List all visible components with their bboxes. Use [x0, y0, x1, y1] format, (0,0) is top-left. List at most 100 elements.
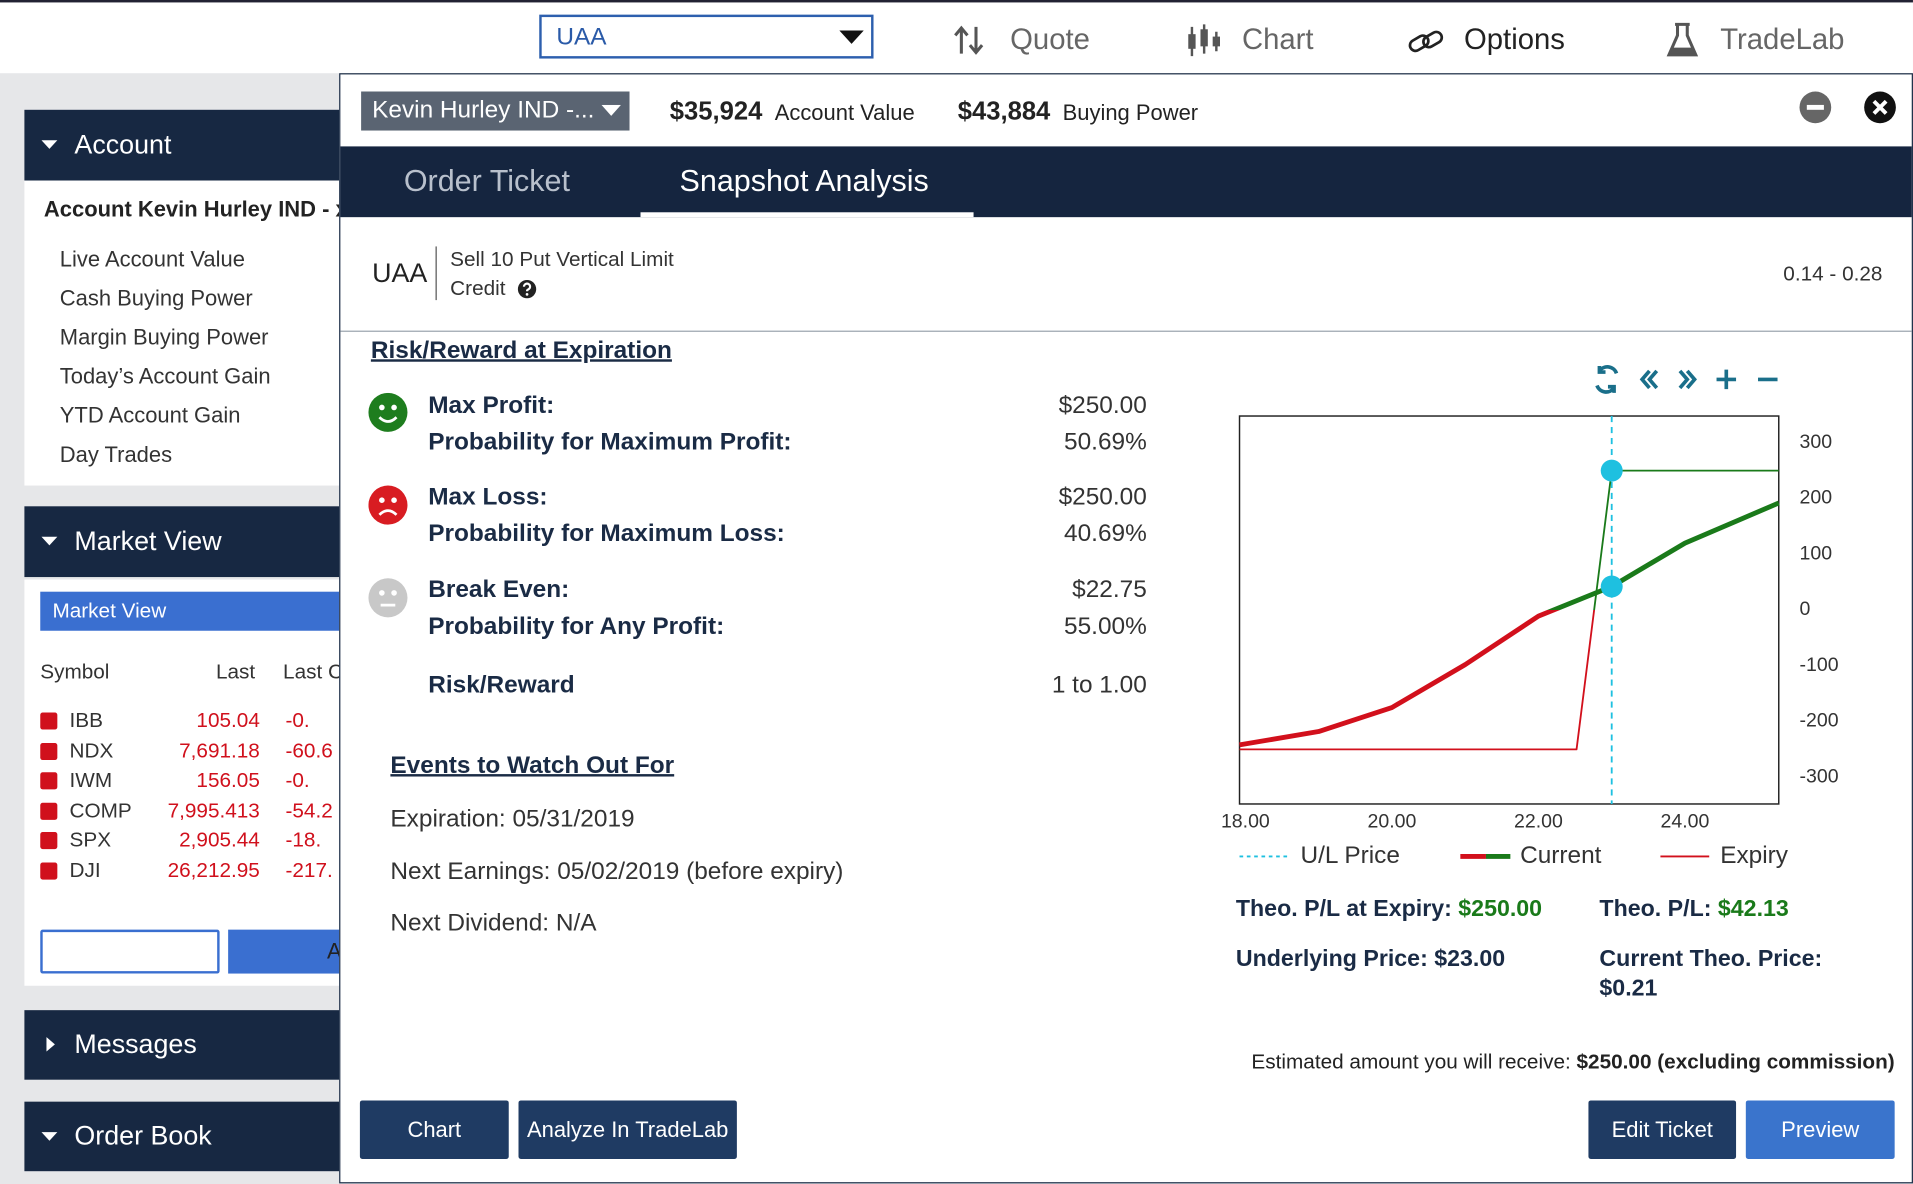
account-title: Account	[74, 129, 172, 160]
order-book-title: Order Book	[74, 1119, 212, 1151]
summary-item: Underlying Price: $23.00	[1236, 946, 1505, 975]
tab-bar	[340, 146, 1912, 218]
risk-value: $22.75	[1072, 576, 1147, 604]
messages-title: Messages	[74, 1028, 197, 1059]
preview-button[interactable]: Preview	[1745, 1100, 1895, 1159]
risk-value: $250.00	[1058, 483, 1147, 511]
account-item: YTD Account Gain	[59, 403, 241, 428]
marker	[1600, 459, 1623, 482]
row-swatch	[40, 772, 58, 790]
y-tick-label: -200	[1800, 710, 1839, 732]
tab-snapshot-analysis[interactable]: Snapshot Analysis	[679, 164, 929, 199]
row-change: -18.	[285, 828, 322, 853]
buying-power-label: Buying Power	[1062, 100, 1199, 126]
row-change: -217.	[285, 858, 333, 883]
analysis-panel	[339, 73, 1913, 1184]
buying-power: $43,884	[957, 97, 1051, 126]
row-last: 2,905.44	[179, 828, 260, 853]
minimize-button[interactable]	[1798, 90, 1832, 124]
account-select-text: Kevin Hurley IND -...	[372, 96, 595, 124]
caret	[41, 536, 58, 546]
summary-label: Underlying Price:	[1235, 946, 1428, 973]
y-tick-label: 200	[1800, 487, 1833, 509]
account-item: Margin Buying Power	[59, 325, 269, 350]
add-button[interactable]: A	[228, 929, 340, 974]
account-item: Day Trades	[59, 442, 173, 467]
outcome-icons	[368, 392, 408, 618]
y-tick-label: 100	[1800, 542, 1833, 564]
edit-ticket-button[interactable]: Edit Ticket	[1588, 1100, 1737, 1159]
risk-value: 50.69%	[1064, 428, 1147, 456]
summary-label: Theo. P/L at Expiry:	[1235, 896, 1452, 923]
account-header[interactable]: Account	[24, 109, 340, 181]
pl-line	[1239, 469, 1779, 751]
events-title: Events to Watch Out For	[390, 752, 675, 779]
chart-tools[interactable]	[1595, 365, 1778, 394]
y-tick-label: -100	[1800, 654, 1839, 676]
account-item: Live Account Value	[59, 247, 245, 272]
account-panel: Account Kevin Hurley IND - x3 Live Accou…	[24, 180, 340, 486]
options-icon	[1408, 30, 1444, 53]
tab-order-ticket[interactable]: Order Ticket	[403, 164, 570, 199]
order-type: Credit	[450, 276, 506, 301]
marker	[1600, 575, 1623, 598]
pl-line	[1239, 500, 1780, 748]
legend-label: Expiry	[1720, 842, 1789, 869]
price-range: 0.14 - 0.28	[1783, 262, 1883, 286]
row-swatch	[40, 712, 58, 730]
legend-label: Current	[1520, 842, 1602, 869]
separator	[340, 330, 1912, 332]
order-description: Sell 10 Put Vertical Limit	[450, 247, 674, 271]
market-view-header[interactable]: Market View	[24, 506, 340, 578]
help-icon[interactable]	[517, 279, 537, 299]
risk-label: Probability for Maximum Loss:	[428, 520, 785, 548]
symbol-input[interactable]: UAA	[539, 14, 874, 59]
risk-value: 40.69%	[1064, 520, 1147, 548]
order-symbol: UAA	[372, 257, 428, 288]
row-last: 105.04	[196, 708, 260, 732]
nav-chart[interactable]: Chart	[1241, 23, 1314, 57]
x-tick-label: 20.00	[1367, 810, 1416, 832]
market-view-title: Market View	[74, 525, 222, 557]
row-last: 7,691.18	[179, 738, 260, 763]
summary-label: Current Theo. Price:	[1599, 946, 1823, 973]
row-symbol: SPX	[69, 828, 112, 853]
nav-options[interactable]: Options	[1464, 23, 1565, 57]
row-symbol: DJI	[69, 858, 101, 883]
messages-header[interactable]: Messages	[24, 1010, 340, 1080]
order-book-header[interactable]: Order Book	[24, 1101, 340, 1172]
analyze-button[interactable]: Analyze In TradeLab	[518, 1100, 737, 1159]
row-change: -0.	[285, 708, 310, 732]
estimate-value: $250.00 (excluding commission)	[1576, 1050, 1895, 1074]
account-value: $35,924	[669, 97, 763, 126]
event-item: Expiration: 05/31/2019	[390, 805, 635, 833]
risk-label: Max Profit:	[428, 392, 555, 420]
row-change: -60.6	[285, 738, 333, 763]
caret	[41, 1132, 58, 1141]
market-view-tab[interactable]: Market View	[40, 591, 340, 631]
tradelab-icon	[1666, 22, 1699, 57]
row-symbol: NDX	[69, 738, 114, 763]
chart-button[interactable]: Chart	[359, 1100, 509, 1159]
account-value-label: Account Value	[774, 100, 915, 126]
estimate-label: Estimated amount you will receive:	[1251, 1050, 1571, 1074]
caret	[46, 1037, 55, 1052]
legend-label: U/L Price	[1301, 842, 1400, 869]
column-header: Symbol	[40, 660, 110, 684]
symbol-entry[interactable]	[40, 929, 220, 974]
pl-chart: 300 200 100 0 -100 -200 -300 18.00 20.00 22.00 24.…	[1221, 365, 1839, 869]
row-last: 26,212.95	[167, 858, 260, 883]
tab-label: Market View	[52, 599, 167, 623]
nav-quote[interactable]: Quote	[1010, 23, 1090, 57]
summary-item: Theo. P/L at Expiry: $250.00	[1236, 895, 1542, 924]
nav-tradelab[interactable]: TradeLab	[1720, 23, 1845, 57]
row-last: 7,995.413	[167, 798, 260, 823]
row-swatch	[40, 742, 58, 760]
account-select[interactable]: Kevin Hurley IND -...	[361, 91, 630, 131]
row-swatch	[40, 862, 58, 880]
close-button[interactable]	[1863, 90, 1897, 124]
row-change: -54.2	[285, 798, 333, 823]
summary-label: Theo. P/L:	[1599, 896, 1712, 923]
event-item: Next Dividend: N/A	[390, 909, 597, 937]
